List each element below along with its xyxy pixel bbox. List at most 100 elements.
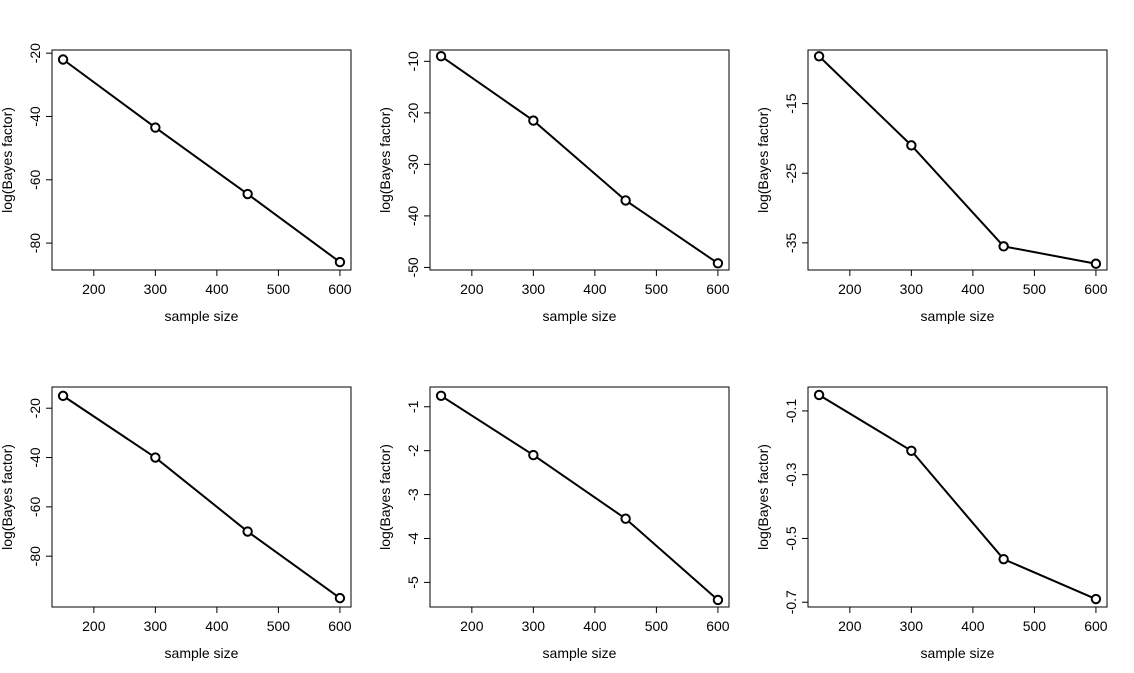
y-tick-label: -5 — [405, 576, 421, 589]
x-axis-label: sample size — [165, 645, 239, 661]
data-point — [712, 258, 724, 269]
data-point — [712, 594, 724, 606]
y-axis-label: log(Bayes factor) — [755, 107, 771, 213]
series-line — [440, 394, 719, 601]
y-tick-label: -4 — [405, 532, 421, 545]
x-tick-label: 600 — [706, 281, 730, 297]
x-tick-label: 400 — [205, 618, 229, 634]
data-point — [150, 122, 161, 133]
x-tick-label: 500 — [267, 618, 291, 634]
x-tick-label: 500 — [267, 281, 291, 297]
series-line — [818, 394, 1097, 600]
chart-panel-1: 200 300 400 500 600 -80 -60 -40 -20 sample size lo… — [0, 43, 352, 324]
data-point — [1090, 593, 1102, 605]
data-point — [334, 256, 346, 268]
y-tick-label: -20 — [27, 398, 43, 418]
data-point — [906, 140, 917, 151]
x-axis-label: sample size — [543, 645, 617, 661]
y-tick-label: -0.7 — [783, 590, 799, 614]
data-point — [620, 195, 631, 206]
x-tick-label: 500 — [645, 281, 669, 297]
x-tick-label: 300 — [900, 281, 924, 297]
x-tick-label: 300 — [900, 618, 924, 634]
x-axis-label: sample size — [165, 308, 239, 324]
x-tick-label: 200 — [460, 618, 484, 634]
series-line — [62, 395, 341, 599]
x-tick-label: 400 — [961, 281, 985, 297]
y-tick-label: -40 — [27, 106, 43, 126]
data-point — [998, 553, 1009, 565]
y-tick-label: -50 — [405, 257, 421, 277]
series-line — [818, 55, 1097, 265]
x-tick-label: 300 — [144, 281, 168, 297]
chart-panel-5: 200 300 400 500 600 -5 -4 -3 -2 -1 sample size log(… — [377, 386, 730, 661]
y-tick-label: -60 — [27, 169, 43, 189]
y-axis-label: log(Bayes factor) — [0, 444, 15, 550]
x-tick-label: 200 — [838, 281, 862, 297]
x-tick-label: 600 — [1084, 618, 1108, 634]
y-tick-label: -30 — [405, 154, 421, 174]
y-tick-label: -1 — [405, 400, 421, 413]
data-point — [57, 390, 69, 402]
x-tick-label: 300 — [522, 618, 546, 634]
x-tick-label: 400 — [583, 281, 607, 297]
y-axis-label: log(Bayes factor) — [377, 444, 393, 550]
chart-panel-6: 200 300 400 500 600 -0.7 -0.5 -0.3 -0.1 sample si… — [755, 386, 1108, 661]
x-tick-label: 200 — [82, 618, 106, 634]
data-point — [57, 54, 69, 65]
data-point — [813, 51, 825, 62]
plot-frame — [807, 386, 1108, 608]
plot-frame — [429, 386, 730, 608]
x-tick-label: 600 — [328, 618, 352, 634]
chart-panel-4: 200 300 400 500 600 -80 -60 -40 -20 sample size lo… — [0, 386, 352, 661]
data-point — [435, 390, 447, 401]
y-tick-label: -80 — [27, 546, 43, 566]
y-axis-label: log(Bayes factor) — [377, 107, 393, 213]
data-point — [1090, 258, 1102, 269]
y-tick-label: -40 — [27, 447, 43, 467]
y-tick-label: -3 — [405, 488, 421, 501]
data-point — [528, 449, 539, 461]
x-tick-label: 200 — [82, 281, 106, 297]
y-tick-label: -80 — [27, 233, 43, 253]
data-point — [242, 188, 253, 200]
x-axis-label: sample size — [921, 645, 995, 661]
y-tick-label: -0.3 — [783, 462, 799, 486]
x-tick-label: 200 — [838, 618, 862, 634]
x-axis-label: sample size — [921, 308, 995, 324]
x-axis-label: sample size — [543, 308, 617, 324]
y-tick-label: -0.5 — [783, 526, 799, 550]
plot-frame — [807, 49, 1108, 271]
x-tick-label: 300 — [144, 618, 168, 634]
series-line — [62, 58, 341, 263]
data-point — [528, 115, 539, 126]
y-tick-label: -60 — [27, 497, 43, 517]
chart-panel-3: 200 300 400 500 600 -35 -25 -15 sample size log(B… — [755, 49, 1108, 324]
data-point — [334, 592, 346, 604]
data-point — [242, 526, 253, 537]
chart-panel-2: 200 300 400 500 600 -50 -40 -30 -20 -10 sample siz… — [377, 49, 730, 324]
data-point — [435, 50, 447, 62]
data-point — [813, 389, 825, 401]
x-tick-label: 400 — [205, 281, 229, 297]
y-axis-label: log(Bayes factor) — [0, 107, 15, 213]
x-tick-label: 500 — [645, 618, 669, 634]
y-tick-label: -2 — [405, 444, 421, 457]
data-point — [906, 445, 917, 456]
y-tick-label: -10 — [405, 51, 421, 71]
x-tick-label: 500 — [1023, 618, 1047, 634]
x-tick-label: 400 — [583, 618, 607, 634]
data-point — [150, 452, 161, 463]
y-tick-label: -40 — [405, 206, 421, 226]
y-tick-label: -20 — [405, 103, 421, 123]
series-line — [440, 55, 719, 265]
y-tick-label: -0.1 — [783, 399, 799, 423]
x-tick-label: 600 — [1084, 281, 1108, 297]
y-axis-label: log(Bayes factor) — [755, 444, 771, 550]
y-tick-label: -35 — [783, 233, 799, 253]
data-point — [620, 513, 631, 524]
y-tick-label: -15 — [783, 93, 799, 113]
x-tick-label: 200 — [460, 281, 484, 297]
y-tick-label: -25 — [783, 163, 799, 183]
